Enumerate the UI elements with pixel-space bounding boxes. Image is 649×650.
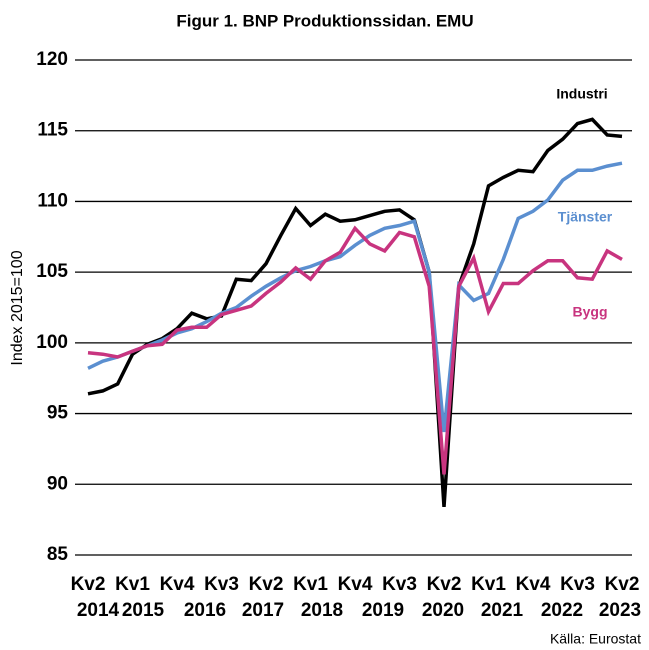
x-tick-label: Kv4 <box>338 574 373 595</box>
x-tick-label: Kv3 <box>204 574 239 595</box>
y-tick-label: 100 <box>36 332 68 353</box>
x-tick-label: Kv3 <box>382 574 417 595</box>
x-tick-label: Kv2 <box>605 574 640 595</box>
year-label: 2019 <box>362 600 404 621</box>
x-tick-label: Kv1 <box>471 574 506 595</box>
y-tick-label: 120 <box>36 49 68 70</box>
y-tick-label: 85 <box>47 544 69 565</box>
x-tick-label: Kv2 <box>427 574 462 595</box>
year-label: 2020 <box>422 600 464 621</box>
x-tick-label: Kv1 <box>293 574 328 595</box>
year-label: 2014 <box>77 600 120 621</box>
series-line <box>87 117 623 508</box>
year-label: 2023 <box>599 600 641 621</box>
y-axis-label: Index 2015=100 <box>9 250 26 365</box>
year-label: 2022 <box>541 600 583 621</box>
series-line <box>87 161 623 433</box>
year-label: 2017 <box>242 600 284 621</box>
year-label: 2018 <box>301 600 343 621</box>
series-label: Tjänster <box>558 209 613 225</box>
series-label: Bygg <box>573 304 608 320</box>
y-tick-label: 105 <box>36 261 68 282</box>
x-tick-label: Kv2 <box>249 574 284 595</box>
series-label: Industri <box>556 86 607 102</box>
x-tick-label: Kv3 <box>560 574 595 595</box>
y-tick-label: 90 <box>47 473 68 494</box>
source: Källa: Eurostat <box>550 631 641 647</box>
year-label: 2021 <box>481 600 524 621</box>
chart-title: Figur 1. BNP Produktionssidan. EMU <box>176 11 473 30</box>
series-line <box>87 225 623 475</box>
x-tick-label: Kv2 <box>71 574 106 595</box>
x-tick-label: Kv1 <box>115 574 150 595</box>
y-tick-label: 95 <box>47 403 69 424</box>
x-tick-label: Kv4 <box>516 574 551 595</box>
x-tick-label: Kv4 <box>160 574 195 595</box>
year-label: 2015 <box>122 600 165 621</box>
y-tick-label: 115 <box>37 120 68 141</box>
y-tick-label: 110 <box>37 190 68 211</box>
year-label: 2016 <box>184 600 226 621</box>
